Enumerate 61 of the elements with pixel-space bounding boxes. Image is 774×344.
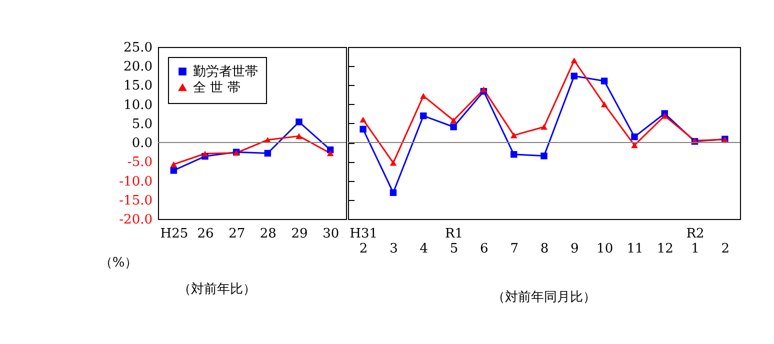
y-tick-label: -10.0 (119, 174, 152, 190)
legend-label: 勤労者世帯 (193, 64, 258, 80)
point (264, 150, 272, 157)
text: （対前年同月比） (492, 289, 596, 305)
point (390, 160, 397, 166)
point (510, 151, 518, 158)
point (296, 118, 302, 126)
text: （対前年比） (178, 281, 256, 297)
point (631, 133, 638, 140)
point (390, 189, 397, 196)
x-tick-label: 7 (510, 242, 518, 256)
x-tick-label: 30 (322, 226, 340, 242)
point (600, 78, 608, 84)
x-tick-label: 12 (656, 242, 674, 256)
x-tick-label: 29 (291, 226, 308, 242)
point (540, 124, 548, 130)
point (420, 93, 427, 99)
x-tick-label: 10 (596, 242, 614, 256)
point (202, 150, 208, 157)
point (170, 161, 178, 168)
y-tick-label: -15.0 (119, 193, 152, 208)
point (661, 112, 668, 119)
x-tick-label: H25 (160, 226, 188, 242)
point (360, 126, 366, 133)
legend-label: 全 世 帯 (193, 80, 240, 96)
x-tick-label: H31 2 (350, 226, 378, 256)
x-tick-label: 26 (197, 226, 214, 242)
point (570, 57, 578, 64)
point (600, 101, 608, 108)
x-tick-label: 28 (260, 226, 276, 242)
point (510, 132, 518, 138)
x-tick-label: R1 5 (445, 226, 464, 256)
point (420, 112, 427, 120)
y-tick-label: 10.0 (124, 98, 152, 113)
point (540, 152, 548, 160)
y-tick-label: 20.0 (124, 60, 152, 75)
y-tick-label: 5.0 (132, 116, 152, 132)
x-tick-label: R2 1 (686, 226, 704, 256)
point (296, 133, 302, 139)
point (450, 117, 457, 124)
x-tick-label: 27 (228, 226, 246, 242)
point (360, 116, 366, 123)
point (450, 124, 457, 130)
point (326, 150, 334, 156)
point (570, 72, 578, 80)
y-tick-label: 25.0 (124, 40, 152, 56)
point (480, 86, 488, 92)
y-axis-title: （%） (99, 256, 138, 270)
y-tick-label: -5.0 (127, 155, 152, 170)
x-tick-label: 2 (721, 242, 730, 256)
x-tick-label: 4 (420, 242, 428, 256)
y-tick-label: -20.0 (119, 212, 152, 228)
point (170, 167, 178, 174)
x-tick-label: 11 (626, 242, 644, 256)
x-tick-label: 3 (390, 242, 398, 256)
x-tick-label: 8 (540, 242, 549, 256)
point (631, 142, 638, 148)
y-tick-label: 0.0 (132, 136, 152, 152)
y-tick-label: 15.0 (124, 78, 152, 94)
x-tick-label: 6 (480, 242, 488, 256)
x-tick-label: 9 (570, 242, 579, 256)
